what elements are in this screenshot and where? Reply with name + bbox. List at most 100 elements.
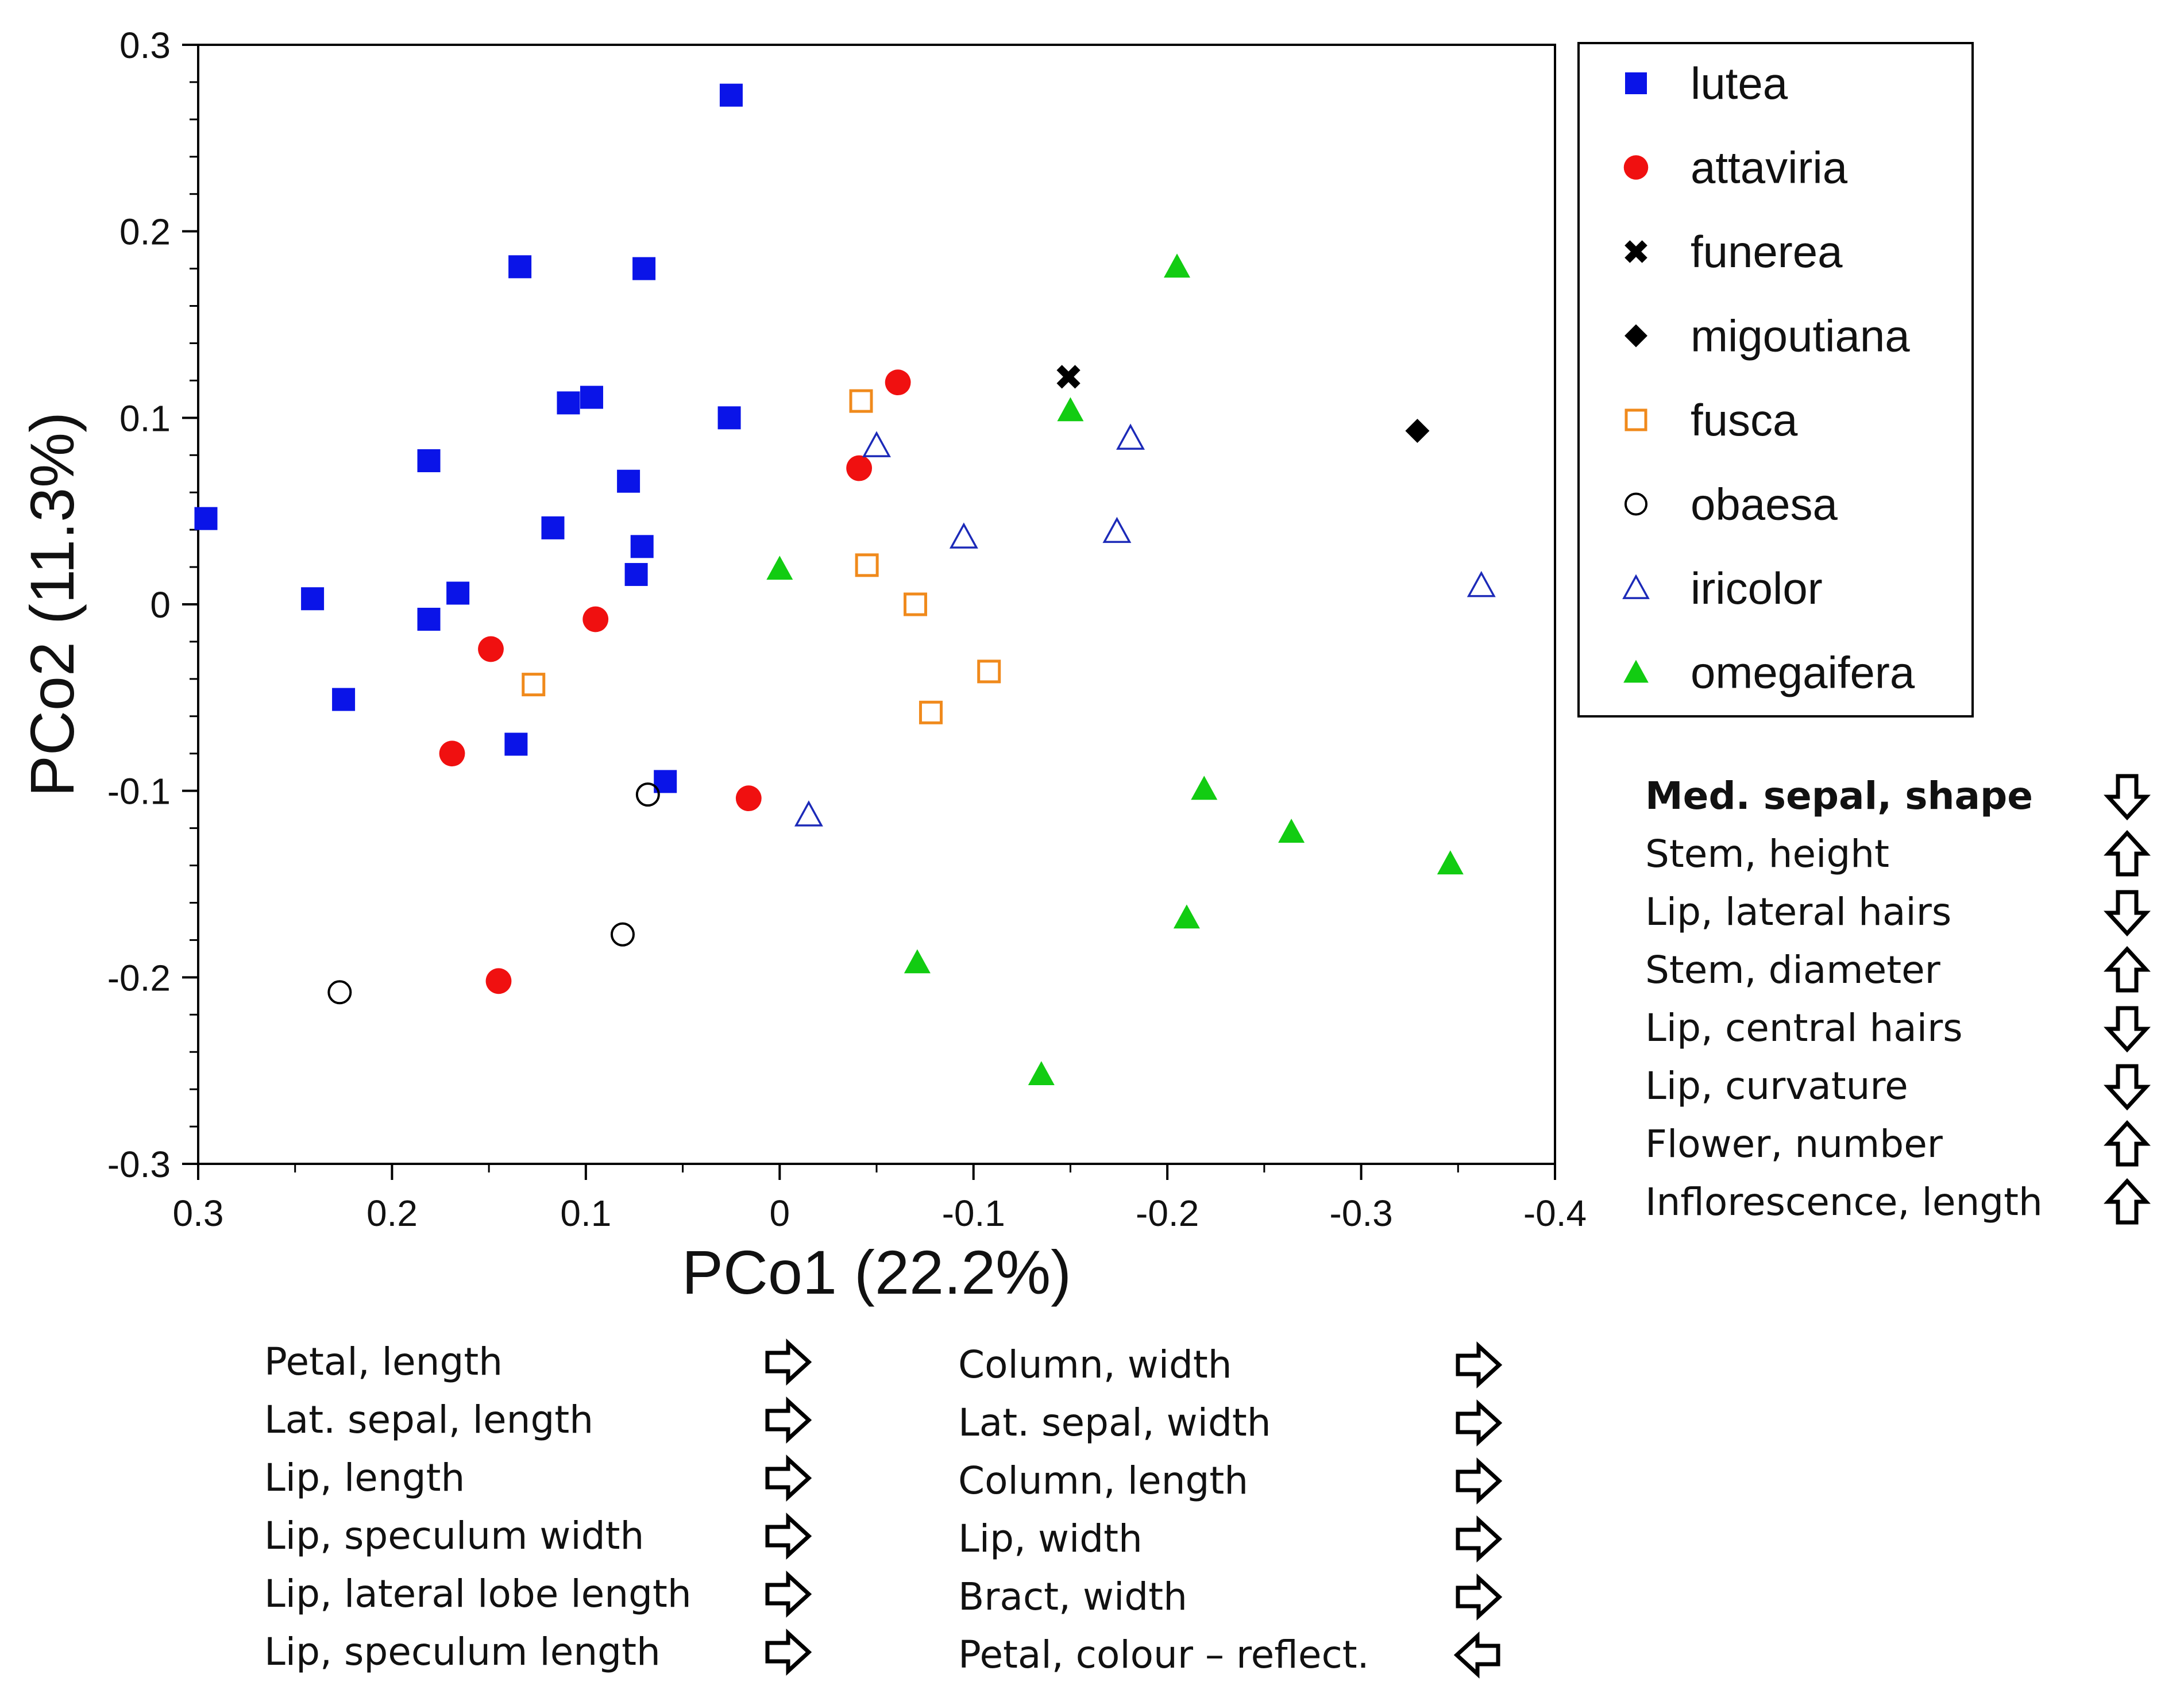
point-omegaifera (1028, 1061, 1055, 1086)
pco1-variable-list-right: Column, width Lat. sepal, width Column, le… (958, 1336, 1510, 1684)
arrow-right-icon (1456, 1515, 1503, 1563)
variable-row: Inflorescence, length (1645, 1173, 2162, 1231)
variable-label: Lat. sepal, width (958, 1401, 1271, 1445)
variable-row: Lip, length (264, 1449, 816, 1507)
axis-ticks: 0.3 0.2 0.1 0 -0.1 -0.2 -0.3 -0.4 0.3 0.2 0.1 0 -0.1… (107, 25, 1587, 1234)
plot-frame (197, 44, 1556, 1165)
arrow-right-icon (1456, 1341, 1503, 1388)
variable-row: Lip, lateral hairs (1645, 883, 2162, 941)
point-lutea (624, 563, 648, 587)
data-points (194, 83, 1496, 1086)
point-attaviria (885, 369, 911, 396)
arrow-right-icon (765, 1338, 812, 1386)
arrow-right-icon (765, 1513, 812, 1560)
variable-label: Stem, height (1645, 832, 1890, 876)
point-iricolor (949, 522, 978, 549)
arrow-up-icon (2104, 1120, 2151, 1167)
variable-label: Inflorescence, length (1645, 1180, 2043, 1224)
legend-marker-funerea (1625, 240, 1647, 263)
arrow-right-icon (765, 1629, 812, 1676)
point-funerea (1056, 365, 1081, 389)
y-tick-label: 0.1 (119, 398, 171, 439)
arrow-down-icon (2104, 890, 2151, 937)
point-iricolor (1467, 570, 1496, 597)
variable-row: Lip, central hairs (1645, 999, 2162, 1057)
legend-marker-attaviria (1623, 155, 1649, 180)
legend-label-migoutiana: migoutiana (1691, 311, 1910, 361)
arrow-left-icon (1453, 1631, 1500, 1679)
point-obaesa (635, 782, 660, 807)
point-omegaifera (1057, 397, 1084, 422)
variable-label: Lip, lateral lobe length (264, 1572, 692, 1616)
point-omegaifera (1437, 850, 1464, 875)
y-tick-label: 0 (150, 584, 171, 626)
variable-label: Lip, lateral hairs (1645, 890, 1952, 934)
point-lutea (617, 469, 640, 493)
variable-label: Petal, colour – reflect. (958, 1633, 1369, 1677)
arrow-up-icon (2104, 830, 2151, 877)
arrow-right-icon (1456, 1399, 1503, 1446)
y-axis-label: PCo2 (11.3%) (17, 412, 87, 797)
legend-label-obaesa: obaesa (1691, 479, 1838, 530)
variable-row: Petal, colour – reflect. (958, 1626, 1510, 1684)
x-tick-label: -0.1 (942, 1193, 1005, 1234)
legend-label-funerea: funerea (1691, 226, 1843, 277)
legend-marker-omegaifera (1623, 659, 1649, 683)
point-lutea (301, 587, 325, 611)
point-attaviria (439, 740, 465, 767)
pco2-variable-list: Med. sepal, shape Stem, height Lip, latera… (1645, 767, 2162, 1231)
variable-label: Lip, width (958, 1517, 1143, 1561)
variable-label: Lip, speculum length (264, 1630, 661, 1674)
y-tick-label: 0.3 (119, 25, 171, 66)
point-fusca (849, 389, 873, 413)
point-omegaifera (1164, 253, 1191, 278)
variable-row: Med. sepal, shape (1645, 767, 2162, 825)
variable-label: Stem, diameter (1645, 948, 1940, 992)
point-lutea (417, 449, 441, 473)
point-omegaifera (1278, 819, 1305, 843)
variable-row: Flower, number (1645, 1115, 2162, 1173)
x-tick-label: 0.1 (560, 1193, 611, 1234)
arrow-right-icon (765, 1397, 812, 1444)
point-obaesa (610, 922, 635, 947)
y-tick-label: 0.2 (119, 211, 171, 253)
arrow-right-icon (765, 1571, 812, 1618)
point-iricolor (1102, 516, 1132, 543)
arrow-down-icon (2104, 1064, 2151, 1111)
point-fusca (522, 673, 546, 697)
point-iricolor (1116, 423, 1145, 450)
x-tick-label: 0.3 (173, 1193, 224, 1234)
point-lutea (580, 385, 603, 409)
x-tick-label: -0.2 (1136, 1193, 1199, 1234)
variable-label: Lat. sepal, length (264, 1398, 594, 1442)
point-lutea (508, 255, 532, 279)
arrow-up-icon (2104, 1178, 2151, 1225)
point-lutea (541, 516, 565, 539)
point-lutea (504, 732, 528, 756)
point-fusca (855, 553, 879, 577)
variable-row: Lip, lateral lobe length (264, 1565, 816, 1623)
point-attaviria (846, 455, 873, 481)
point-migoutiana (1405, 419, 1430, 443)
point-obaesa (327, 980, 352, 1005)
point-omegaifera (766, 556, 793, 580)
variable-row: Bract, width (958, 1568, 1510, 1626)
variable-row: Stem, diameter (1645, 941, 2162, 999)
variable-label: Lip, curvature (1645, 1064, 1908, 1108)
point-fusca (903, 592, 927, 616)
variable-row: Lat. sepal, length (264, 1391, 816, 1449)
point-omegaifera (904, 949, 931, 974)
pco1-variable-list-left: Petal, length Lat. sepal, length Lip, leng… (264, 1333, 816, 1681)
legend-marker-migoutiana (1625, 324, 1647, 348)
legend-marker-fusca (1625, 408, 1647, 431)
variable-label: Lip, length (264, 1456, 465, 1500)
point-lutea (630, 535, 654, 558)
x-axis-label: PCo1 (22.2%) (682, 1237, 1071, 1307)
point-attaviria (485, 968, 512, 994)
variable-label: Lip, speculum width (264, 1514, 645, 1558)
variable-row: Stem, height (1645, 825, 2162, 883)
point-omegaifera (1173, 904, 1200, 929)
point-lutea (417, 607, 441, 631)
legend-label-omegaifera: omegaifera (1691, 647, 1915, 698)
